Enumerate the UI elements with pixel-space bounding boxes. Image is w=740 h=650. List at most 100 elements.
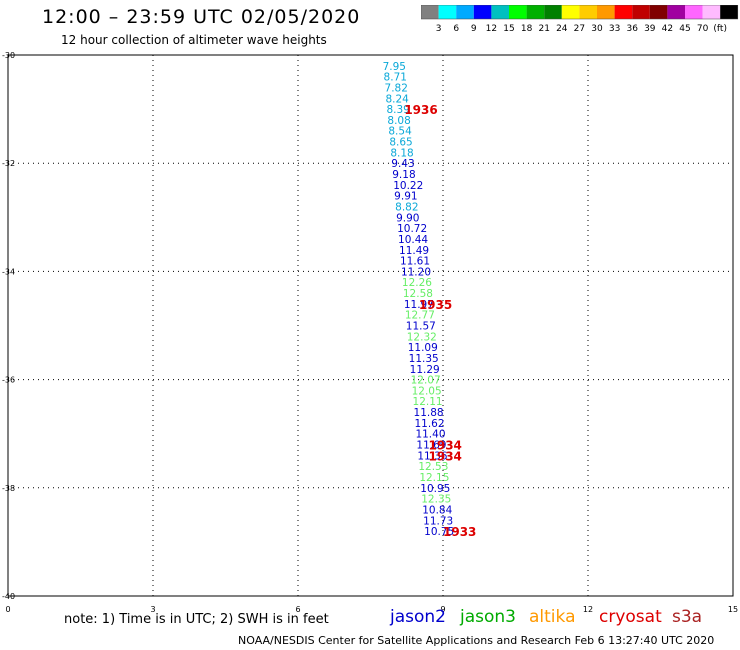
colorbar-swatch (421, 5, 439, 19)
wave-height-point: 8.65 (389, 137, 412, 149)
wave-height-point: 12.15 (419, 472, 449, 484)
wave-height-point: 11.97 (404, 299, 434, 311)
colorbar-label: 42 (662, 24, 673, 34)
colorbar-label: 36 (626, 24, 638, 34)
wave-height-point: 10.44 (398, 234, 428, 246)
wave-height-point: 10.95 (420, 483, 450, 495)
wave-height-point: 12.26 (402, 277, 432, 289)
colorbar-label: 3 (436, 24, 442, 34)
colorbar-swatch (632, 5, 650, 19)
wave-height-point: 9.91 (394, 191, 417, 203)
colorbar-swatch (544, 5, 562, 19)
wave-height-point: 12.05 (412, 385, 442, 397)
wave-height-point: 11.20 (401, 266, 431, 278)
wave-height-point: 11.61 (400, 256, 430, 268)
pass-time-label: 1934 (429, 439, 462, 453)
wave-height-point: 8.39 (386, 104, 409, 116)
wave-height-point: 11.88 (414, 407, 444, 419)
pass-time-label: 1936 (404, 103, 437, 117)
wave-height-point: 10.75 (424, 526, 454, 538)
wave-height-point: 9.43 (391, 158, 414, 170)
wave-height-point: 9.90 (396, 212, 419, 224)
colorbar-swatch (509, 5, 527, 19)
legend-jason2: jason2 (390, 607, 446, 627)
wave-height-point: 8.82 (395, 201, 418, 213)
wave-height-point: 11.36 (417, 450, 447, 462)
colorbar-label: 70 (697, 24, 709, 34)
x-tick-label: 9 (440, 605, 445, 614)
colorbar-label: 30 (591, 24, 603, 34)
colorbar-swatch (579, 5, 597, 19)
wave-height-point: 12.77 (405, 310, 435, 322)
wave-height-point: 8.24 (385, 93, 409, 105)
colorbar-label: 9 (471, 24, 477, 34)
colorbar-swatch (702, 5, 721, 19)
pass-time-label: 1934 (429, 449, 462, 463)
legend-s3a: s3a (672, 607, 703, 627)
colorbar-label: 39 (644, 24, 656, 34)
wave-height-point: 9.18 (392, 169, 415, 181)
pass-time-label: 1933 (443, 525, 476, 539)
y-tick-label: -30 (2, 51, 15, 60)
y-tick-label: -36 (2, 376, 15, 385)
pass-time-label: 1935 (419, 298, 452, 312)
colorbar-swatch (438, 5, 457, 19)
units-note: note: 1) Time is in UTC; 2) SWH is in fe… (64, 612, 329, 627)
colorbar-label: 6 (453, 24, 459, 34)
wave-height-point: 11.29 (410, 364, 440, 376)
wave-height-point: 10.22 (393, 180, 423, 192)
wave-height-point: 12.35 (421, 494, 451, 506)
colorbar-swatch (720, 5, 738, 19)
y-tick-label: -38 (2, 484, 15, 493)
wave-height-point: 12.11 (413, 396, 443, 408)
colorbar-label: (ft) (713, 24, 727, 34)
colorbar-swatch (456, 5, 474, 19)
colorbar-swatch (473, 5, 492, 19)
legend-cryosat: cryosat (599, 607, 662, 627)
wave-height-point: 10.72 (397, 223, 427, 235)
colorbar-swatch (685, 5, 703, 19)
colorbar-label: 27 (574, 24, 585, 34)
x-tick-label: 0 (5, 605, 10, 614)
wave-height-point: 7.95 (383, 61, 406, 73)
colorbar-swatch (597, 5, 615, 19)
wave-height-point: 11.40 (415, 429, 445, 441)
legend-altika: altika (529, 607, 576, 627)
colorbar-label: 12 (486, 24, 497, 34)
colorbar-label: 45 (679, 24, 690, 34)
wave-height-point: 12.32 (407, 331, 437, 343)
legend-jason3: jason3 (460, 607, 516, 627)
colorbar-label: 21 (538, 24, 549, 34)
x-tick-label: 6 (295, 605, 300, 614)
colorbar-swatch (649, 5, 668, 19)
plot-frame (7, 54, 734, 597)
wave-height-point: 11.09 (408, 342, 438, 354)
colorbar-swatch (561, 5, 580, 19)
wave-height-point: 11.69 (416, 440, 446, 452)
wave-height-point: 11.49 (399, 245, 429, 257)
colorbar-label: 33 (609, 24, 620, 34)
colorbar-legend: 3 6 9 12 15 18 21 24 27 30 33 36 39 42 45 70 (ft) (421, 5, 739, 34)
colorbar-swatch (491, 5, 509, 19)
y-tick-label: -40 (2, 592, 15, 601)
colorbar-label: 24 (556, 24, 568, 34)
colorbar-swatch (667, 5, 685, 19)
colorbar-label: 15 (503, 24, 514, 34)
wave-height-point: 8.18 (390, 147, 413, 159)
x-tick-label: 15 (728, 605, 738, 614)
colorbar-label: 18 (521, 24, 533, 34)
wave-height-point: 12.53 (418, 461, 448, 473)
colorbar-swatch (614, 5, 633, 19)
wave-height-point: 8.08 (387, 115, 410, 127)
page-subtitle: 12 hour collection of altimeter wave hei… (61, 33, 327, 47)
wave-height-point: 12.07 (411, 375, 441, 387)
page-title: 12:00 – 23:59 UTC 02/05/2020 (42, 6, 361, 28)
wave-height-point: 11.62 (414, 418, 444, 430)
wave-height-point: 8.71 (384, 72, 407, 84)
credit-footer: NOAA/NESDIS Center for Satellite Applica… (238, 634, 715, 647)
wave-height-point: 11.35 (409, 353, 439, 365)
wave-height-point: 12.58 (403, 288, 433, 300)
wave-height-point: 8.54 (388, 126, 412, 138)
wave-height-point: 11.73 (423, 515, 453, 527)
